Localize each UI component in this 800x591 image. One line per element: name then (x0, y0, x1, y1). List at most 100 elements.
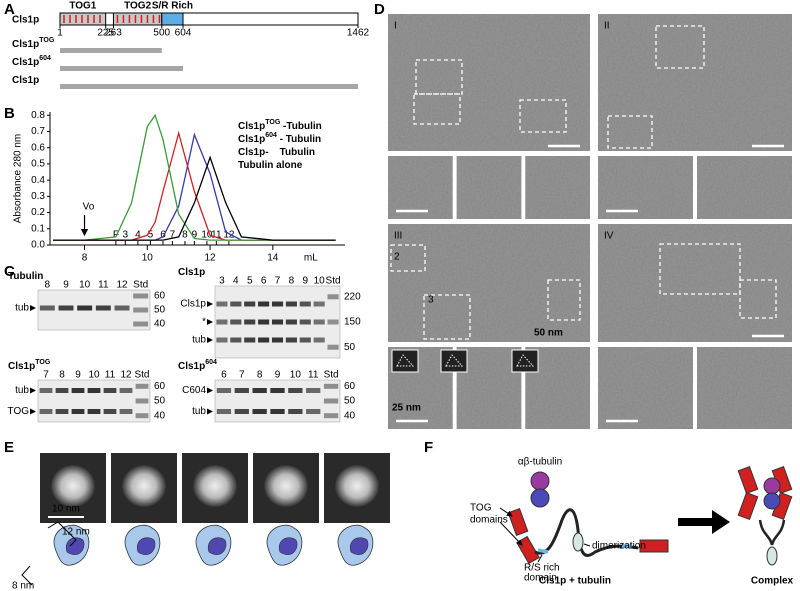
position-label: 604 (175, 28, 192, 39)
domain-label: S/R Rich (152, 1, 193, 12)
micrograph-label: III (394, 231, 402, 242)
lane-label: 10 (314, 276, 326, 287)
gel-band (133, 321, 149, 327)
gel-band (313, 301, 325, 307)
mw-label: 150 (344, 317, 361, 328)
gel-title: Tubulin (8, 271, 43, 282)
dimension-label: 8 nm (12, 581, 34, 591)
gel-band (95, 305, 111, 311)
label: R/S rich (524, 563, 560, 574)
gel-band (285, 301, 297, 307)
lane-label: 11 (105, 370, 116, 381)
micrograph-texture (456, 156, 522, 219)
gel-band (71, 409, 85, 414)
band-label: C604 (182, 385, 206, 396)
lane-label: 9 (275, 370, 281, 381)
tog-domain (639, 539, 669, 553)
domain (59, 12, 107, 26)
construct-bar (60, 84, 358, 89)
gel-band (271, 301, 284, 307)
gel-band (288, 409, 303, 414)
micrograph-label: IV (604, 231, 614, 242)
gel-band (258, 301, 270, 307)
lane-label: 12 (120, 370, 132, 381)
fraction-label: 3 (123, 230, 129, 241)
dimension-label: 12 nm (62, 527, 90, 538)
beta-tubulin (763, 492, 781, 510)
x-tick-label: 8 (82, 253, 88, 264)
micrograph-texture (697, 156, 792, 219)
alpha-tubulin (530, 471, 550, 491)
gel-band (103, 409, 117, 414)
label: domain (524, 573, 557, 584)
micrograph-label: I (394, 21, 397, 32)
panel-letter: A (4, 1, 15, 18)
pointer (499, 521, 523, 546)
axes (49, 112, 345, 246)
gel-title-part: TOG (35, 359, 51, 366)
cartoon-inner (65, 537, 85, 555)
selection-box (655, 25, 705, 69)
micrograph-texture (598, 224, 792, 342)
dimerization-domain (572, 532, 584, 552)
gel-title: Cls1p (178, 267, 205, 278)
lane-label: 6 (261, 276, 267, 287)
panel-letter: D (374, 1, 385, 18)
gel-title-part: Cls1p (178, 267, 205, 278)
gel-band (216, 388, 232, 393)
gel-title-part: Tubulin (8, 271, 43, 282)
linker (534, 508, 639, 557)
position-label: 1 (57, 28, 63, 39)
gel (37, 379, 151, 423)
gel-band (299, 319, 311, 325)
gel-band (299, 337, 311, 343)
particle (193, 465, 237, 507)
band-label: tub (15, 385, 29, 396)
panel-letter: F (424, 439, 433, 456)
series-line (53, 155, 336, 241)
lane-label: 4 (233, 276, 239, 287)
gel-band (87, 388, 101, 393)
caption: Cls1p + tubulin (539, 576, 611, 587)
lane-label: 11 (98, 280, 109, 291)
gel-band (119, 409, 133, 414)
selection-box (390, 244, 426, 272)
legend-entry-part: Cls1p (238, 121, 265, 132)
lane-label: Std (133, 280, 148, 291)
gel-band (244, 301, 256, 307)
band-arrow (207, 319, 213, 325)
caption: Complex (751, 576, 794, 587)
gel-band (327, 294, 339, 300)
lane-label: Std (326, 276, 341, 287)
gel-band (244, 319, 256, 325)
fraction-label: 11 (211, 230, 222, 241)
mw-label: 40 (154, 319, 166, 330)
y-tick-label: 0.5 (31, 159, 45, 170)
cartoon-inner (349, 537, 369, 555)
legend-entry-part: Tubulin (269, 147, 315, 158)
lane-label: 9 (302, 276, 308, 287)
lane-label: 7 (43, 370, 49, 381)
micrograph-texture (598, 14, 792, 151)
lane-label: 8 (289, 276, 295, 287)
beta-tubulin (530, 488, 550, 508)
mw-label: 60 (344, 381, 356, 392)
band-label: Cls1p (180, 299, 206, 310)
lane-label: 8 (257, 370, 263, 381)
scale-label: 50 nm (534, 328, 563, 339)
gel-band (252, 409, 267, 414)
gel-band (230, 319, 242, 325)
mw-label: 50 (344, 396, 356, 407)
legend-entry-part: Cls1p (238, 134, 265, 145)
lane-label: Std (134, 370, 149, 381)
tog-domain (737, 492, 759, 520)
construct-label: Cls1pTOG (12, 37, 55, 49)
gel-band (55, 388, 69, 393)
fraction-label: 4 (135, 230, 141, 241)
mw-label: 50 (154, 396, 166, 407)
mw-label: 50 (344, 342, 356, 353)
alpha-tubulin (763, 477, 781, 495)
gel-band (244, 337, 256, 343)
legend-entry: Cls1pTOG -Tubulin (238, 119, 322, 131)
y-tick-label: 0.1 (31, 223, 45, 234)
